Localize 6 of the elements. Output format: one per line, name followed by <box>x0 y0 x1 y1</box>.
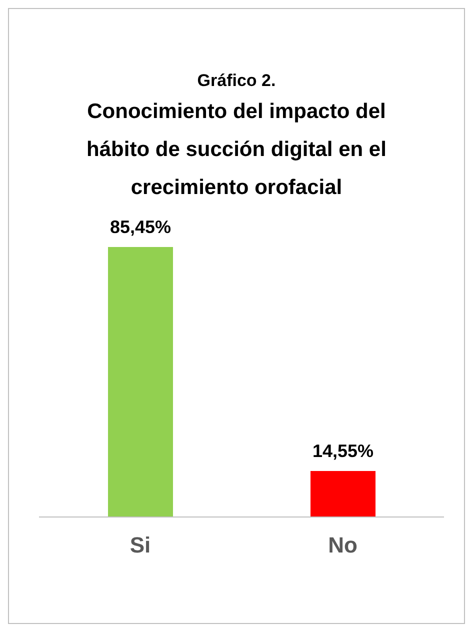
data-label: 14,55% <box>312 441 374 462</box>
x-tick-label: Si <box>130 532 151 558</box>
chart-subtitle: Conocimiento del impacto del hábito de succión digital en el crecimiento orofacial <box>86 99 388 201</box>
data-label: 85,45% <box>110 217 172 237</box>
x-tick-label: No <box>328 532 358 558</box>
chart-title: Gráfico 2. <box>196 71 277 91</box>
